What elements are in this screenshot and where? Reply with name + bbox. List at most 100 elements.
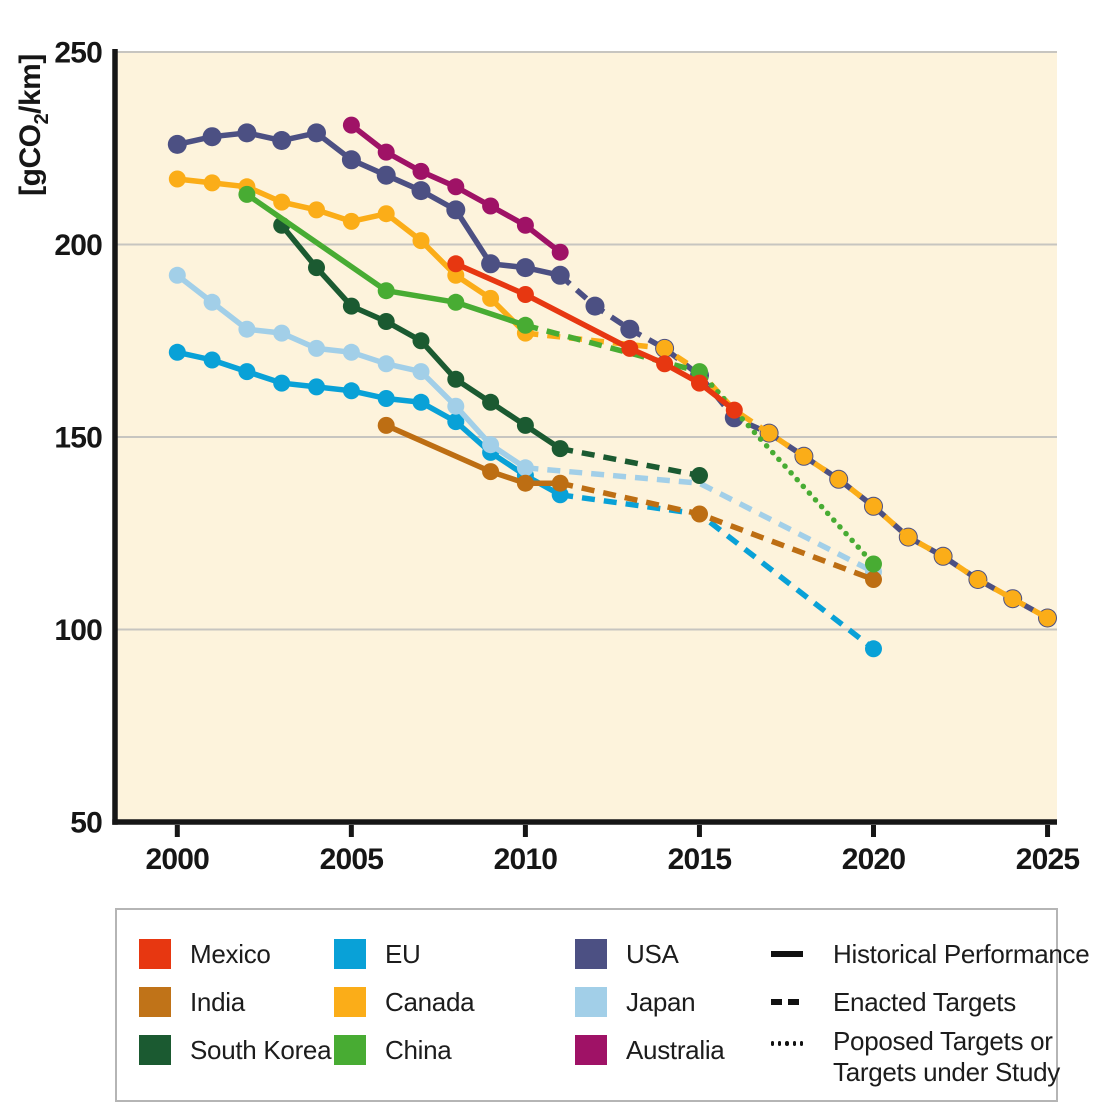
data-point (1039, 609, 1056, 627)
data-point (482, 393, 500, 411)
data-point (515, 258, 535, 278)
color-swatch (334, 939, 366, 969)
line-dashed (559, 445, 701, 479)
data-point (168, 266, 186, 284)
data-point (482, 463, 500, 481)
data-point (308, 259, 325, 277)
data-point (273, 374, 291, 392)
data-point (865, 640, 882, 658)
data-point (760, 424, 778, 442)
data-point (377, 390, 395, 407)
data-point (412, 363, 430, 381)
data-point (516, 316, 534, 334)
legend-item-canada: Canada (334, 978, 475, 1026)
color-swatch (575, 1035, 607, 1065)
data-point (969, 571, 987, 588)
legend-label: India (190, 986, 245, 1017)
x-tick-label: 2010 (494, 843, 558, 876)
legend-item-china: China (334, 1026, 474, 1074)
data-point (482, 436, 500, 454)
series-south-korea (273, 216, 708, 484)
legend-label: Mexico (190, 938, 271, 969)
legend-label: USA (626, 938, 679, 969)
legend-style-column: Historical Performance Enacted Targets Pop… (771, 930, 1090, 1087)
legend-style-label: Enacted Targets (833, 986, 1016, 1017)
data-point (377, 282, 395, 300)
emissions-line-chart: 2000 2005 2010 2015 2020 2025 250 200 150 100 50 [g… (14, 37, 1080, 877)
data-point (551, 474, 569, 492)
data-point (411, 181, 431, 201)
dashed-line-sample (771, 999, 807, 1005)
data-point (550, 265, 570, 285)
legend-item-mexico: Mexico (139, 930, 331, 978)
data-point (691, 505, 708, 523)
line-solid (385, 422, 561, 486)
legend-style-label: Poposed Targets or Targets under Study (833, 1026, 1060, 1088)
data-point (516, 474, 534, 492)
legend-item-australia: Australia (575, 1026, 725, 1074)
legend-country-column: USA Japan Australia (575, 930, 725, 1074)
data-point (202, 127, 222, 147)
data-point (691, 467, 708, 484)
legend-item-japan: Japan (575, 978, 724, 1026)
data-point (342, 116, 360, 134)
color-swatch (334, 1035, 366, 1065)
y-tick-label: 50 (70, 807, 102, 840)
color-swatch (139, 939, 171, 969)
data-point (621, 339, 639, 357)
x-tick-label: 2000 (146, 843, 210, 876)
data-point (516, 459, 534, 477)
color-swatch (575, 939, 607, 969)
legend-style-dashed: Enacted Targets (771, 978, 1089, 1026)
data-point (273, 324, 291, 342)
x-tick-label: 2020 (842, 843, 906, 876)
data-point (377, 355, 395, 373)
data-point (342, 212, 360, 230)
data-point (377, 313, 395, 330)
data-point (412, 332, 430, 350)
legend-style-dotted: Poposed Targets or Targets under Study (771, 1026, 1089, 1087)
data-point (273, 193, 291, 211)
data-point (656, 339, 674, 357)
legend-label: Australia (626, 1034, 725, 1065)
data-point (865, 497, 882, 515)
series-canada (168, 170, 1056, 627)
data-point (238, 185, 256, 203)
data-point (934, 547, 952, 565)
data-point (168, 170, 186, 188)
data-point (308, 378, 325, 396)
data-point (341, 150, 361, 170)
data-point (412, 393, 430, 411)
data-point (237, 123, 257, 143)
legend-item-usa: USA (575, 930, 724, 978)
data-point (1004, 590, 1022, 608)
data-point (551, 440, 569, 458)
data-point (447, 293, 465, 311)
data-point (412, 232, 430, 250)
legend-label: China (385, 1034, 452, 1065)
legend-item-south-korea: South Korea (139, 1026, 332, 1074)
dotted-line-sample (771, 1041, 807, 1046)
data-point (725, 401, 743, 419)
data-point (620, 319, 640, 339)
data-point (516, 216, 534, 234)
data-point (551, 243, 569, 261)
data-point (308, 339, 325, 357)
line-solid (245, 192, 527, 328)
data-point (691, 374, 708, 392)
legend-country-column: Mexico India South Korea (139, 930, 332, 1074)
x-tick-label: 2015 (668, 843, 732, 876)
data-point (376, 165, 396, 185)
data-point (795, 447, 813, 465)
data-point (585, 296, 605, 316)
legend-label: Canada (385, 986, 475, 1017)
data-point (447, 413, 465, 431)
color-swatch (575, 987, 607, 1017)
legend-country-column: EU Canada China (334, 930, 475, 1074)
data-point (516, 286, 534, 303)
data-point (482, 289, 500, 307)
data-point (481, 254, 501, 274)
legend-label: Japan (626, 986, 696, 1017)
series-india (377, 416, 882, 588)
